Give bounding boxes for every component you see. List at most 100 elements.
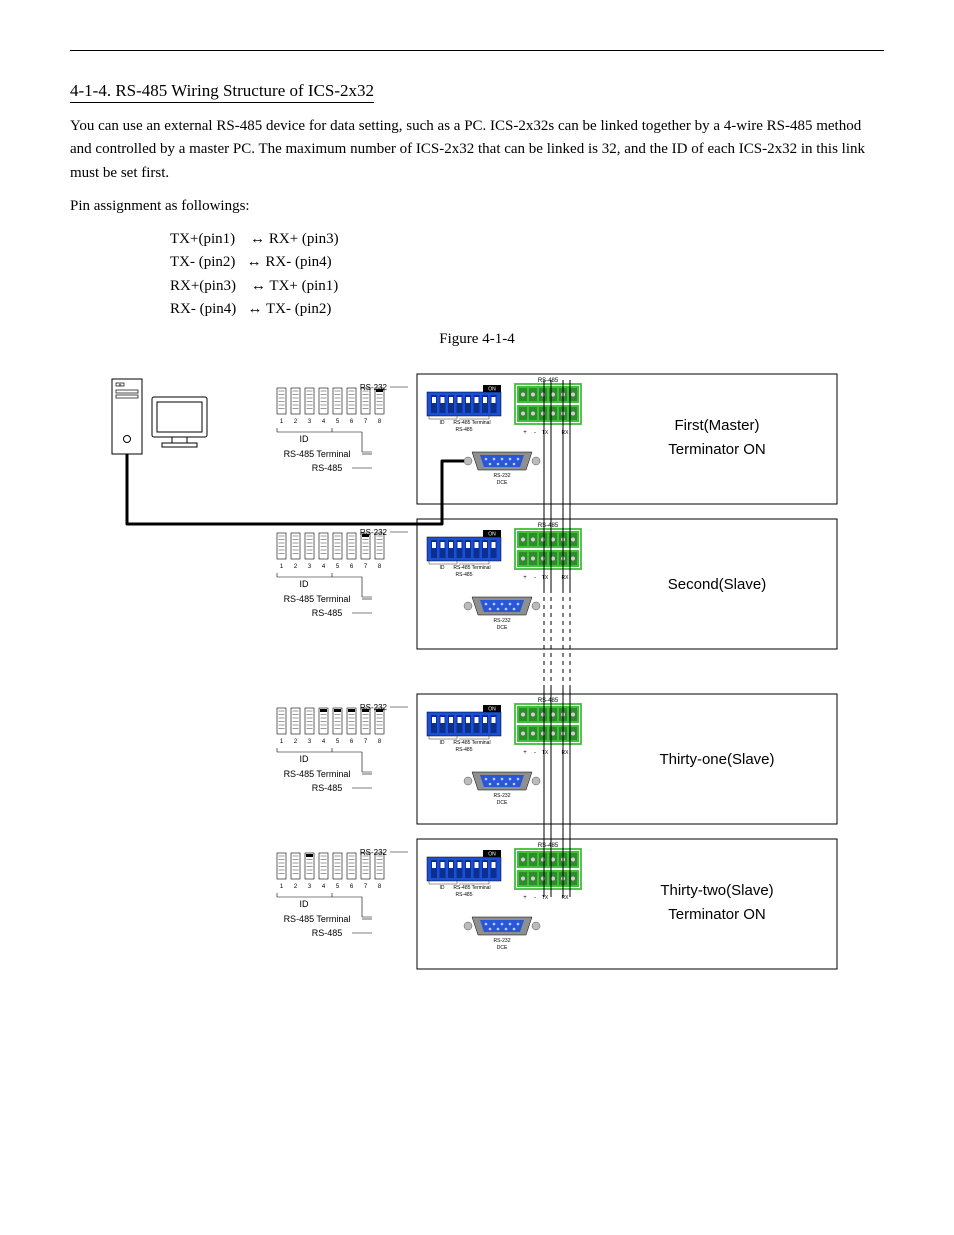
- figure-label: Figure 4-1-4: [70, 331, 884, 348]
- svg-text:4: 4: [322, 884, 326, 890]
- svg-text:RS-485: RS-485: [456, 427, 473, 433]
- svg-text:6: 6: [350, 739, 354, 745]
- svg-text:TX: TX: [542, 430, 549, 436]
- svg-text:ON: ON: [488, 387, 496, 393]
- svg-text:ID: ID: [440, 420, 445, 426]
- svg-text:6: 6: [350, 564, 354, 570]
- svg-text:DCE: DCE: [497, 480, 508, 486]
- svg-text:TX: TX: [542, 750, 549, 756]
- svg-text:RS-485: RS-485: [312, 783, 343, 793]
- svg-text:1: 1: [280, 739, 284, 745]
- svg-text:RS-485 Terminal: RS-485 Terminal: [284, 594, 351, 604]
- svg-text:ID: ID: [440, 565, 445, 571]
- svg-text:RS-485: RS-485: [538, 698, 559, 704]
- paragraph-2: Pin assignment as followings:: [70, 195, 884, 218]
- svg-text:2: 2: [294, 739, 298, 745]
- svg-text:8: 8: [378, 564, 382, 570]
- svg-text:6: 6: [350, 419, 354, 425]
- svg-text:ON: ON: [488, 532, 496, 538]
- svg-text:ON: ON: [488, 707, 496, 713]
- svg-text:1: 1: [280, 419, 284, 425]
- pin-row: RX+(pin3) ↔ TX+ (pin1): [170, 275, 884, 298]
- svg-text:-: -: [534, 750, 536, 756]
- svg-text:ID: ID: [300, 579, 310, 589]
- svg-text:RS-485: RS-485: [312, 608, 343, 618]
- device-1: ONIDRS-485 TerminalRS-485RS-485+-TXRXRS-…: [417, 374, 837, 504]
- svg-text:5: 5: [336, 884, 340, 890]
- svg-text:RS-485 Terminal: RS-485 Terminal: [284, 914, 351, 924]
- svg-text:RS-485: RS-485: [312, 928, 343, 938]
- device-4-id-panel: 12345678RS-232IDRS-485 TerminalRS-485: [277, 848, 408, 938]
- svg-text:-: -: [534, 575, 536, 581]
- svg-text:3: 3: [308, 884, 312, 890]
- svg-text:ON: ON: [488, 852, 496, 858]
- svg-text:RS-232: RS-232: [494, 938, 511, 944]
- svg-text:+: +: [523, 750, 527, 756]
- svg-text:8: 8: [378, 419, 382, 425]
- svg-text:RS-232: RS-232: [360, 848, 388, 857]
- svg-text:Second(Slave): Second(Slave): [668, 576, 766, 593]
- svg-text:5: 5: [336, 564, 340, 570]
- svg-text:+: +: [523, 895, 527, 901]
- svg-text:DCE: DCE: [497, 800, 508, 806]
- svg-text:ID: ID: [300, 434, 310, 444]
- pin-row: TX- (pin2) ↔ RX- (pin4): [170, 251, 884, 274]
- svg-text:4: 4: [322, 564, 326, 570]
- wiring-diagram: ONIDRS-485 TerminalRS-485RS-485+-TXRXRS-…: [97, 354, 857, 974]
- svg-text:RS-232: RS-232: [360, 383, 388, 392]
- svg-text:RS-485 Terminal: RS-485 Terminal: [453, 740, 490, 746]
- svg-text:RS-485 Terminal: RS-485 Terminal: [284, 449, 351, 459]
- svg-text:RS-485 Terminal: RS-485 Terminal: [453, 565, 490, 571]
- svg-text:DCE: DCE: [497, 625, 508, 631]
- header-rule: [70, 50, 884, 51]
- svg-text:6: 6: [350, 884, 354, 890]
- svg-text:ID: ID: [300, 899, 310, 909]
- svg-text:7: 7: [364, 884, 368, 890]
- svg-text:RS-232: RS-232: [494, 473, 511, 479]
- svg-text:1: 1: [280, 564, 284, 570]
- device-3: ONIDRS-485 TerminalRS-485RS-485+-TXRXRS-…: [417, 694, 837, 824]
- svg-text:+: +: [523, 430, 527, 436]
- svg-text:DCE: DCE: [497, 945, 508, 951]
- svg-text:7: 7: [364, 739, 368, 745]
- pin-row: RX- (pin4) ↔ TX- (pin2): [170, 298, 884, 321]
- svg-text:RS-232: RS-232: [360, 703, 388, 712]
- svg-text:RS-485: RS-485: [538, 523, 559, 529]
- svg-text:RS-232: RS-232: [360, 528, 388, 537]
- svg-text:2: 2: [294, 419, 298, 425]
- svg-text:First(Master): First(Master): [675, 417, 760, 434]
- svg-text:4: 4: [322, 739, 326, 745]
- svg-text:3: 3: [308, 739, 312, 745]
- svg-text:RS-232: RS-232: [494, 618, 511, 624]
- svg-text:3: 3: [308, 564, 312, 570]
- pin-row: TX+(pin1) ↔ RX+ (pin3): [170, 228, 884, 251]
- svg-text:Thirty-two(Slave): Thirty-two(Slave): [660, 882, 773, 899]
- svg-text:RS-485: RS-485: [538, 843, 559, 849]
- device-2-id-panel: 12345678RS-232IDRS-485 TerminalRS-485: [277, 528, 408, 618]
- svg-text:ID: ID: [440, 740, 445, 746]
- svg-text:RS-485: RS-485: [538, 378, 559, 384]
- host-pc: [112, 379, 207, 454]
- svg-text:8: 8: [378, 884, 382, 890]
- svg-text:TX: TX: [542, 575, 549, 581]
- svg-text:-: -: [534, 430, 536, 436]
- svg-text:RS-485 Terminal: RS-485 Terminal: [284, 769, 351, 779]
- svg-text:5: 5: [336, 419, 340, 425]
- svg-text:4: 4: [322, 419, 326, 425]
- svg-text:Terminator ON: Terminator ON: [668, 906, 766, 923]
- svg-text:RS-485: RS-485: [456, 572, 473, 578]
- device-2: ONIDRS-485 TerminalRS-485RS-485+-TXRXRS-…: [417, 519, 837, 649]
- svg-text:7: 7: [364, 419, 368, 425]
- device-3-id-panel: 12345678RS-232IDRS-485 TerminalRS-485: [277, 703, 408, 793]
- svg-text:RS-485: RS-485: [456, 892, 473, 898]
- svg-text:-: -: [534, 895, 536, 901]
- svg-text:Terminator ON: Terminator ON: [668, 441, 766, 458]
- svg-text:8: 8: [378, 739, 382, 745]
- svg-text:TX: TX: [542, 895, 549, 901]
- svg-text:Thirty-one(Slave): Thirty-one(Slave): [659, 751, 774, 768]
- svg-text:RS-485 Terminal: RS-485 Terminal: [453, 420, 490, 426]
- svg-text:5: 5: [336, 739, 340, 745]
- svg-text:2: 2: [294, 564, 298, 570]
- svg-text:ID: ID: [440, 885, 445, 891]
- svg-text:+: +: [523, 575, 527, 581]
